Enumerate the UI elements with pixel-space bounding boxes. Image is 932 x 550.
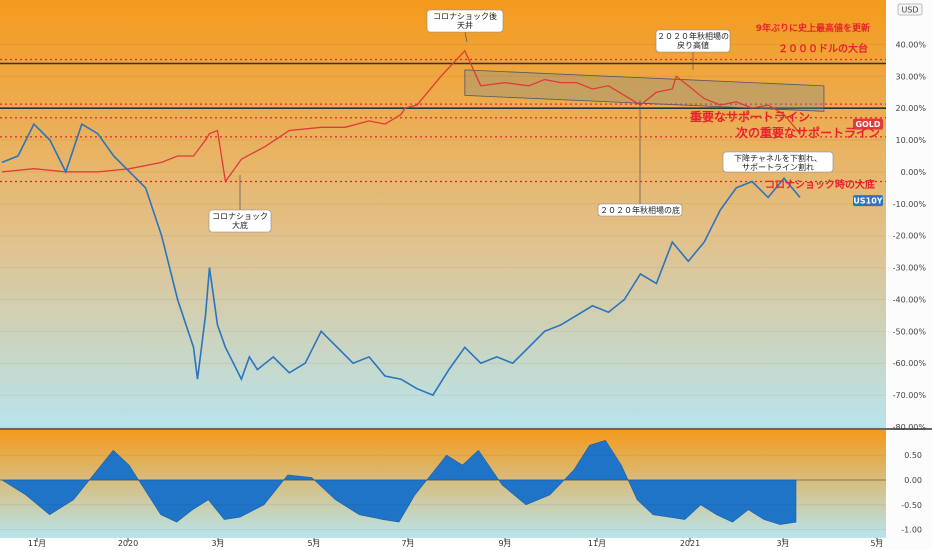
x-tick-label: 9月 [498, 539, 511, 548]
y-tick-label: -70.00% [893, 391, 927, 400]
y-tick-label: -30.00% [893, 264, 927, 273]
correlation-area [0, 440, 797, 525]
annotation-text: 天井 [457, 20, 473, 30]
annotation-text: 戻り高値 [677, 40, 709, 50]
currency-label: USD [901, 6, 918, 15]
y-tick-label: 20.00% [895, 104, 926, 113]
annotation-leader [464, 31, 468, 43]
y-tick-label: -50.00% [893, 327, 927, 336]
axes: 40.00% 30.00% 20.00% 10.00% 0.00% -10.00% -20.… [0, 40, 926, 548]
annotation-text: 大底 [232, 220, 248, 230]
series-line-us10y [1, 122, 801, 397]
series-line-gold [1, 49, 801, 184]
annotation-text: コロナショック [212, 212, 268, 221]
price-tag-label: US10Y [853, 197, 882, 206]
y-tick-label: -10.00% [893, 200, 927, 209]
y-tick-label: 0.00% [901, 168, 927, 177]
annotation-text: サポートライン割れ [742, 162, 814, 172]
main-pane [0, 49, 886, 397]
red-annotation: コロナショック時の大底 [765, 178, 875, 191]
price-tag-us10y [853, 195, 883, 207]
sub-pane [0, 440, 886, 525]
y-tick-label: 40.00% [895, 40, 926, 49]
sub-y-tick-label: 0.00 [904, 476, 922, 485]
annotation-text: ２０２０年秋相場の [657, 31, 729, 41]
annotation-text: 下降チャネルを下割れ、 [734, 153, 822, 163]
x-tick-label: 11月 [588, 539, 606, 548]
x-tick-label: 2020 [118, 539, 138, 548]
price-tag-label: GOLD [855, 120, 880, 129]
y-tick-label: 30.00% [895, 72, 926, 81]
x-tick-label: 7月 [401, 539, 414, 548]
sub-y-tick-label: -1.00 [901, 526, 922, 535]
y-tick-label: -80.00% [893, 423, 927, 432]
annotations-layer: GOLD US10Y 9年ぶりに史上最高値を更新 ２０００ドルの大台重要なサポートライ… [208, 9, 883, 233]
red-annotation: 次の重要なサポートライン [736, 125, 880, 140]
red-annotation: 重要なサポートライン [690, 109, 810, 124]
x-tick-label: 11月 [28, 539, 46, 548]
price-tag-gold [853, 118, 883, 130]
x-tick-label: 3月 [776, 539, 789, 548]
y-tick-label: -20.00% [893, 232, 927, 241]
annotation-box [655, 29, 731, 53]
x-tick-label: 5月 [307, 539, 320, 548]
red-annotation: 9年ぶりに史上最高値を更新 [756, 22, 870, 34]
right-axis-background [886, 0, 932, 550]
annotation-text: ２０２０年秋相場の底 [600, 205, 680, 215]
annotation-box [597, 203, 683, 217]
annotation-box [426, 9, 504, 33]
y-tick-label: -60.00% [893, 359, 927, 368]
sub-y-tick-label: 0.50 [904, 451, 922, 460]
annotation-box [722, 151, 834, 173]
x-tick-label: 3月 [211, 539, 224, 548]
x-tick-label: 2021 [680, 539, 700, 548]
annotation-box [208, 209, 272, 233]
annotation-text: コロナショック後 [433, 11, 497, 21]
y-tick-label: 10.00% [895, 136, 926, 145]
descending-channel [464, 69, 825, 112]
red-annotation: ２０００ドルの大台 [778, 42, 868, 55]
y-tick-label: -40.00% [893, 295, 927, 304]
x-tick-label: 5月 [870, 539, 883, 548]
main-pane-background [0, 0, 886, 428]
sub-y-tick-label: -0.50 [901, 501, 922, 510]
currency-badge [897, 3, 923, 16]
